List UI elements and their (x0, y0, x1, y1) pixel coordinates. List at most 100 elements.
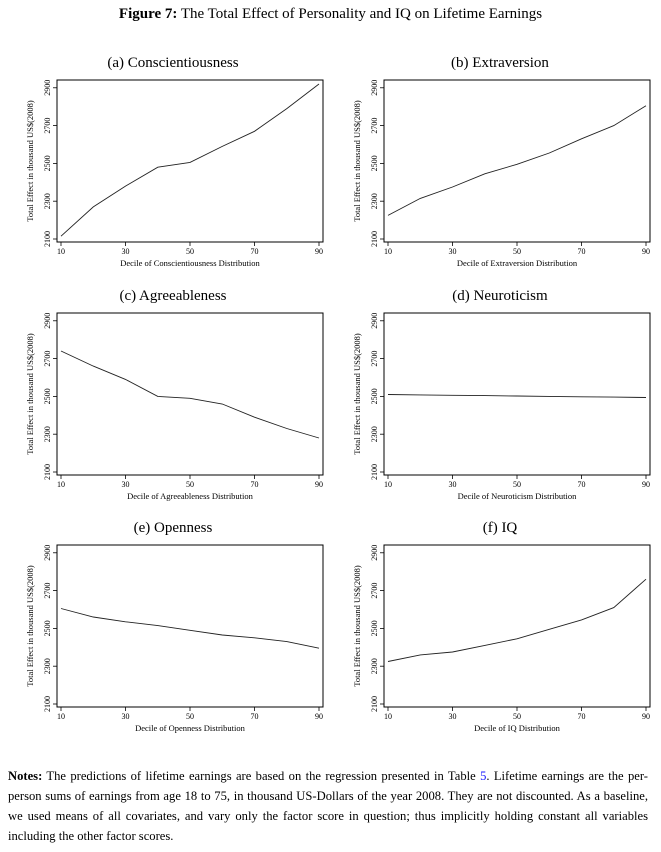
plot-frame (56, 79, 324, 243)
x-tick-label: 70 (251, 247, 259, 256)
plot-frame (383, 312, 651, 476)
y-tick-label: 2100 (43, 464, 52, 480)
x-axis-label: Decile of Openness Distribution (135, 723, 246, 733)
x-tick-label: 30 (449, 247, 457, 256)
panel-title-a: (a) Conscientiousness (107, 55, 239, 71)
panel-title-e: (e) Openness (133, 520, 213, 536)
figure-caption: Figure 7: The Total Effect of Personalit… (0, 6, 661, 23)
x-tick-label: 50 (513, 712, 521, 721)
y-tick-label: 2500 (43, 620, 52, 636)
notes-label: Notes: (8, 769, 43, 783)
series-line (387, 105, 647, 216)
y-axis-label: Total Effect in thousand US$(2008) (352, 100, 362, 222)
y-tick-label: 2500 (43, 388, 52, 404)
y-tick-label: 2900 (43, 313, 52, 329)
y-axis-label: Total Effect in thousand US$(2008) (352, 565, 362, 687)
y-tick-label: 2500 (43, 155, 52, 171)
y-axis-label: Total Effect in thousand US$(2008) (352, 333, 362, 455)
plot-frame (383, 79, 651, 243)
plot-frame (56, 312, 324, 476)
x-tick-label: 90 (642, 247, 650, 256)
figure-notes: Notes: The predictions of lifetime earni… (8, 766, 648, 846)
x-tick-label: 50 (513, 480, 521, 489)
panel-title-d: (d) Neuroticism (452, 288, 548, 304)
notes-text-1: The predictions of lifetime earnings are… (46, 769, 476, 783)
y-tick-label: 2700 (43, 351, 52, 367)
x-tick-label: 30 (122, 712, 130, 721)
x-tick-label: 10 (384, 712, 392, 721)
y-tick-label: 2300 (370, 193, 379, 209)
x-axis-label: Decile of Extraversion Distribution (457, 258, 578, 268)
y-tick-label: 2500 (370, 155, 379, 171)
y-tick-label: 2100 (370, 696, 379, 712)
panel-title-c: (c) Agreeableness (119, 288, 227, 304)
figure-label: Figure 7: (118, 6, 178, 22)
y-tick-label: 2900 (43, 80, 52, 96)
y-tick-label: 2900 (43, 545, 52, 561)
y-axis-label: Total Effect in thousand US$(2008) (25, 100, 35, 222)
notes-text-2: . Lifetime earnings are the per-person s… (8, 769, 648, 843)
x-tick-label: 10 (57, 480, 65, 489)
y-tick-label: 2100 (43, 696, 52, 712)
y-axis-label: Total Effect in thousand US$(2008) (25, 565, 35, 687)
x-tick-label: 50 (513, 247, 521, 256)
series-line (387, 578, 647, 662)
panel-title-b: (b) Extraversion (451, 55, 549, 71)
y-tick-label: 2100 (43, 231, 52, 247)
y-tick-label: 2500 (370, 620, 379, 636)
y-tick-label: 2900 (370, 80, 379, 96)
x-tick-label: 50 (186, 480, 194, 489)
table-reference-link[interactable]: 5 (480, 769, 487, 783)
x-tick-label: 30 (449, 480, 457, 489)
x-tick-label: 90 (642, 712, 650, 721)
y-tick-label: 2100 (370, 464, 379, 480)
x-tick-label: 10 (384, 480, 392, 489)
x-axis-label: Decile of Agreeableness Distribution (127, 491, 254, 501)
x-tick-label: 70 (578, 480, 586, 489)
series-line (60, 608, 320, 649)
y-tick-label: 2700 (370, 583, 379, 599)
x-tick-label: 70 (251, 480, 259, 489)
x-tick-label: 90 (315, 712, 323, 721)
y-tick-label: 2300 (43, 193, 52, 209)
series-line (387, 394, 647, 398)
x-tick-label: 70 (578, 712, 586, 721)
plot-frame (56, 544, 324, 708)
y-tick-label: 2300 (43, 426, 52, 442)
x-tick-label: 30 (122, 247, 130, 256)
x-tick-label: 90 (315, 480, 323, 489)
x-tick-label: 50 (186, 712, 194, 721)
y-tick-label: 2300 (370, 658, 379, 674)
y-tick-label: 2100 (370, 231, 379, 247)
y-tick-label: 2900 (370, 313, 379, 329)
plot-frame (383, 544, 651, 708)
y-tick-label: 2700 (43, 583, 52, 599)
y-tick-label: 2700 (370, 118, 379, 134)
x-tick-label: 30 (449, 712, 457, 721)
y-tick-label: 2900 (370, 545, 379, 561)
x-tick-label: 10 (57, 247, 65, 256)
y-tick-label: 2700 (370, 351, 379, 367)
y-tick-label: 2300 (370, 426, 379, 442)
figure-title: The Total Effect of Personality and IQ o… (180, 6, 543, 22)
x-axis-label: Decile of Conscientiousness Distribution (120, 258, 260, 268)
x-axis-label: Decile of IQ Distribution (474, 723, 560, 733)
y-tick-label: 2700 (43, 118, 52, 134)
x-tick-label: 90 (315, 247, 323, 256)
y-tick-label: 2300 (43, 658, 52, 674)
x-tick-label: 10 (57, 712, 65, 721)
series-line (60, 350, 320, 439)
series-line (60, 83, 320, 237)
x-tick-label: 50 (186, 247, 194, 256)
x-tick-label: 30 (122, 480, 130, 489)
x-tick-label: 70 (578, 247, 586, 256)
y-tick-label: 2500 (370, 388, 379, 404)
x-tick-label: 70 (251, 712, 259, 721)
x-tick-label: 90 (642, 480, 650, 489)
y-axis-label: Total Effect in thousand US$(2008) (25, 333, 35, 455)
